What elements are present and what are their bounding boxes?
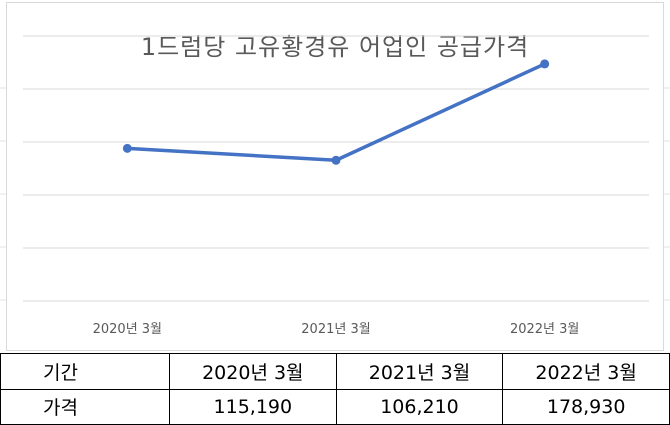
period-cell: 2022년 3월 <box>502 353 670 390</box>
period-cell: 2020년 3월 <box>169 353 337 390</box>
x-tick-label: 2021년 3월 <box>301 322 370 337</box>
price-cell: 178,930 <box>502 388 670 425</box>
row-label-price: 가격 <box>0 388 170 425</box>
chart-area[interactable]: 1드럼당 고유황경유 어업인 공급가격 2020년 3월 2021년 3월 2022… <box>6 2 664 351</box>
price-cell: 115,190 <box>169 388 337 425</box>
price-cell: 106,210 <box>335 388 504 425</box>
data-point <box>540 59 550 69</box>
data-point <box>331 155 341 165</box>
table-row-price: 가격 115,190 106,210 178,930 <box>0 388 670 425</box>
period-cell: 2021년 3월 <box>335 353 504 390</box>
x-tick-label: 2022년 3월 <box>510 322 579 337</box>
table-row-period: 기간 2020년 3월 2021년 3월 2022년 3월 <box>0 353 670 390</box>
line-plot: 2020년 3월 2021년 3월 2022년 3월 <box>23 35 649 337</box>
chart-title: 1드럼당 고유황경유 어업인 공급가격 <box>140 33 530 61</box>
data-table: 기간 2020년 3월 2021년 3월 2022년 3월 가격 115,190… <box>0 353 670 425</box>
x-tick-label: 2020년 3월 <box>93 322 162 337</box>
data-point <box>122 143 132 153</box>
row-label-period: 기간 <box>0 353 170 390</box>
series-line <box>125 62 547 163</box>
